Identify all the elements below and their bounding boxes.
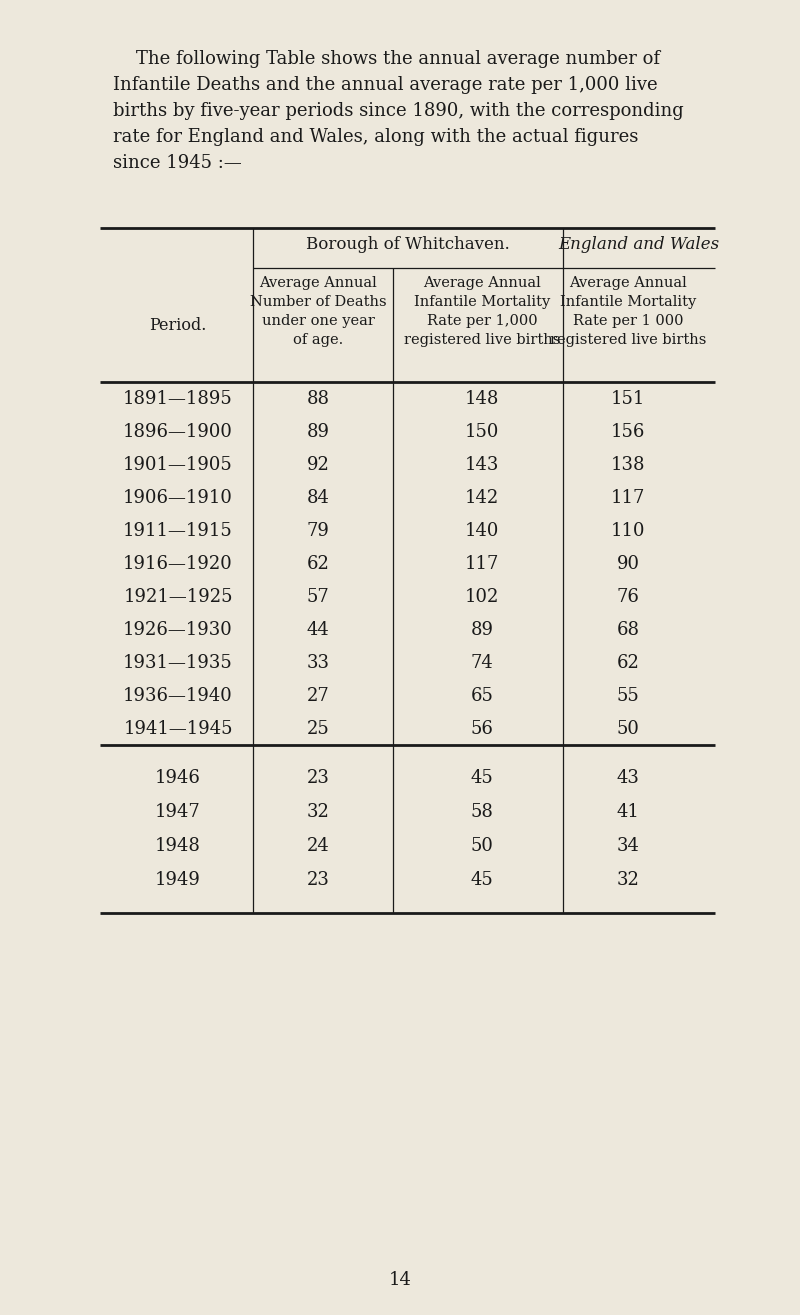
Text: 1926—1930: 1926—1930 (123, 621, 233, 639)
Text: 24: 24 (306, 838, 330, 855)
Text: 117: 117 (611, 488, 645, 506)
Text: rate for England and Wales, along with the actual figures: rate for England and Wales, along with t… (113, 128, 638, 146)
Text: 43: 43 (617, 769, 639, 786)
Text: 57: 57 (306, 588, 330, 605)
Text: 25: 25 (306, 719, 330, 738)
Text: 1949: 1949 (155, 871, 201, 889)
Text: 65: 65 (470, 686, 494, 705)
Text: 1896—1900: 1896—1900 (123, 422, 233, 441)
Text: 23: 23 (306, 769, 330, 786)
Text: 1921—1925: 1921—1925 (123, 588, 233, 605)
Text: The following Table shows the annual average number of: The following Table shows the annual ave… (113, 50, 660, 68)
Text: 1941—1945: 1941—1945 (123, 719, 233, 738)
Text: 23: 23 (306, 871, 330, 889)
Text: 14: 14 (389, 1272, 411, 1289)
Text: 74: 74 (470, 654, 494, 672)
Text: 1936—1940: 1936—1940 (123, 686, 233, 705)
Text: 56: 56 (470, 719, 494, 738)
Text: 41: 41 (617, 803, 639, 821)
Text: Average Annual
Infantile Mortality
Rate per 1,000
registered live births: Average Annual Infantile Mortality Rate … (404, 276, 560, 347)
Text: 102: 102 (465, 588, 499, 605)
Text: 76: 76 (617, 588, 639, 605)
Text: England and Wales: England and Wales (558, 235, 719, 252)
Text: 68: 68 (617, 621, 639, 639)
Text: 55: 55 (617, 686, 639, 705)
Text: 32: 32 (617, 871, 639, 889)
Text: 27: 27 (306, 686, 330, 705)
Text: 79: 79 (306, 522, 330, 539)
Text: Period.: Period. (150, 317, 206, 334)
Text: 89: 89 (470, 621, 494, 639)
Text: 117: 117 (465, 555, 499, 572)
Text: 58: 58 (470, 803, 494, 821)
Text: Borough of Whitchaven.: Borough of Whitchaven. (306, 235, 510, 252)
Text: 1931—1935: 1931—1935 (123, 654, 233, 672)
Text: 1916—1920: 1916—1920 (123, 555, 233, 572)
Text: 151: 151 (611, 389, 645, 408)
Text: Infantile Deaths and the annual average rate per 1,000 live: Infantile Deaths and the annual average … (113, 76, 658, 93)
Text: 148: 148 (465, 389, 499, 408)
Text: 90: 90 (617, 555, 639, 572)
Text: 50: 50 (470, 838, 494, 855)
Text: 44: 44 (306, 621, 330, 639)
Text: 1906—1910: 1906—1910 (123, 488, 233, 506)
Text: 156: 156 (611, 422, 645, 441)
Text: 92: 92 (306, 455, 330, 473)
Text: 110: 110 (610, 522, 646, 539)
Text: 1901—1905: 1901—1905 (123, 455, 233, 473)
Text: 1947: 1947 (155, 803, 201, 821)
Text: 142: 142 (465, 488, 499, 506)
Text: 89: 89 (306, 422, 330, 441)
Text: 84: 84 (306, 488, 330, 506)
Text: 138: 138 (610, 455, 646, 473)
Text: 45: 45 (470, 871, 494, 889)
Text: 62: 62 (306, 555, 330, 572)
Text: 88: 88 (306, 389, 330, 408)
Text: 50: 50 (617, 719, 639, 738)
Text: 1891—1895: 1891—1895 (123, 389, 233, 408)
Text: 62: 62 (617, 654, 639, 672)
Text: Average Annual
Infantile Mortality
Rate per 1 000
registered live births: Average Annual Infantile Mortality Rate … (550, 276, 706, 347)
Text: Average Annual
Number of Deaths
under one year
of age.: Average Annual Number of Deaths under on… (250, 276, 386, 347)
Text: 45: 45 (470, 769, 494, 786)
Text: 150: 150 (465, 422, 499, 441)
Text: 34: 34 (617, 838, 639, 855)
Text: 1911—1915: 1911—1915 (123, 522, 233, 539)
Text: 143: 143 (465, 455, 499, 473)
Text: since 1945 :—: since 1945 :— (113, 154, 242, 172)
Text: births by five-year periods since 1890, with the corresponding: births by five-year periods since 1890, … (113, 103, 684, 120)
Text: 32: 32 (306, 803, 330, 821)
Text: 140: 140 (465, 522, 499, 539)
Text: 33: 33 (306, 654, 330, 672)
Text: 1946: 1946 (155, 769, 201, 786)
Text: 1948: 1948 (155, 838, 201, 855)
